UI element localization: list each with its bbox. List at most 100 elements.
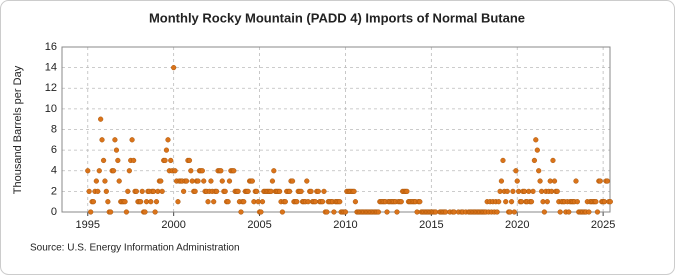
- data-point: [554, 188, 560, 194]
- data-point: [181, 188, 187, 194]
- data-point: [183, 178, 190, 184]
- data-point: [251, 199, 257, 205]
- data-point: [504, 188, 510, 194]
- data-point: [110, 168, 117, 174]
- data-point: [108, 209, 114, 215]
- data-point: [249, 178, 255, 184]
- data-point: [105, 199, 111, 205]
- data-point: [526, 188, 532, 194]
- data-point: [279, 209, 286, 215]
- data-point: [153, 199, 160, 205]
- y-tick-label: 12: [45, 82, 57, 94]
- data-point: [548, 188, 555, 194]
- y-tick-label: 8: [51, 123, 57, 135]
- data-point: [534, 147, 540, 153]
- data-point: [384, 209, 390, 215]
- data-point: [566, 209, 572, 215]
- data-point: [277, 188, 283, 194]
- data-point: [241, 199, 247, 205]
- data-point: [305, 199, 311, 205]
- data-point: [255, 199, 261, 205]
- data-point: [351, 188, 357, 194]
- data-point: [510, 188, 516, 194]
- data-point: [192, 188, 198, 194]
- data-point: [133, 188, 139, 194]
- data-point: [95, 188, 101, 194]
- data-point: [116, 178, 122, 184]
- data-point: [171, 65, 177, 71]
- data-point: [500, 157, 506, 164]
- data-point: [414, 209, 420, 215]
- data-point: [540, 199, 546, 205]
- data-point: [168, 157, 174, 164]
- data-point: [282, 199, 288, 205]
- y-tick-label: 10: [45, 103, 57, 115]
- data-point: [88, 209, 94, 215]
- data-point: [528, 199, 535, 205]
- data-point: [541, 209, 547, 215]
- data-point: [163, 147, 170, 153]
- data-point: [321, 188, 327, 194]
- data-point: [159, 188, 165, 194]
- data-point: [112, 137, 118, 143]
- data-point: [98, 116, 104, 122]
- data-point: [142, 209, 148, 215]
- x-tick-label: 2010: [333, 219, 357, 231]
- x-tick-label: 1995: [76, 219, 100, 231]
- data-point: [287, 188, 293, 194]
- data-point: [268, 188, 274, 194]
- data-point: [451, 209, 457, 215]
- x-tick-label: 2005: [247, 219, 271, 231]
- data-point: [544, 199, 550, 205]
- data-point: [143, 199, 150, 205]
- data-point: [165, 137, 171, 143]
- data-point: [102, 178, 108, 184]
- data-point: [218, 168, 224, 174]
- data-point: [85, 168, 91, 174]
- data-point: [497, 188, 503, 194]
- data-point: [208, 178, 214, 184]
- data-point: [148, 199, 154, 205]
- data-point: [155, 188, 161, 194]
- data-point: [521, 188, 528, 194]
- data-point: [100, 157, 107, 164]
- data-point: [222, 188, 228, 194]
- y-tick-label: 16: [45, 41, 57, 53]
- data-point: [352, 199, 359, 205]
- data-point: [211, 199, 217, 205]
- data-point: [199, 168, 205, 174]
- data-point: [508, 199, 515, 205]
- data-point: [158, 178, 164, 184]
- chart-title: Monthly Rocky Mountain (PADD 4) Imports …: [149, 10, 525, 25]
- data-point: [90, 199, 97, 205]
- data-point: [195, 178, 201, 184]
- data-point: [496, 199, 502, 205]
- data-point: [226, 178, 233, 184]
- data-point: [271, 168, 277, 174]
- data-point: [129, 137, 135, 143]
- data-point: [113, 147, 120, 153]
- y-tick-label: 6: [51, 144, 57, 156]
- data-point: [507, 209, 513, 215]
- data-point: [394, 209, 400, 215]
- data-point: [269, 178, 276, 184]
- data-point: [162, 157, 168, 164]
- data-point: [294, 199, 300, 205]
- data-point: [298, 188, 304, 194]
- data-point: [536, 168, 542, 174]
- data-point: [258, 209, 264, 215]
- data-point: [152, 209, 158, 215]
- data-point: [398, 199, 404, 205]
- data-point: [225, 199, 231, 205]
- x-tick-label: 2025: [591, 219, 615, 231]
- data-point: [186, 157, 193, 164]
- data-point: [172, 168, 178, 174]
- data-point: [315, 188, 321, 194]
- y-tick-label: 4: [51, 165, 57, 177]
- data-point: [125, 188, 131, 194]
- data-point: [324, 209, 330, 215]
- data-point: [593, 199, 599, 205]
- data-point: [516, 188, 522, 194]
- data-point: [607, 199, 613, 205]
